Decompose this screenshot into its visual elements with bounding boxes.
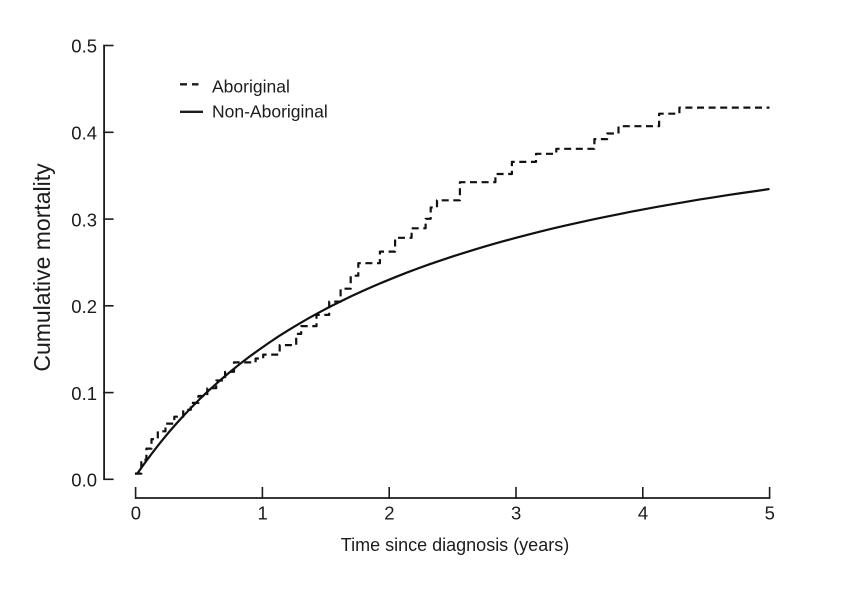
svg-text:0: 0 [131,502,141,523]
svg-text:Cumulative mortality: Cumulative mortality [29,163,55,372]
svg-text:2: 2 [384,502,394,523]
svg-text:Time since diagnosis (years): Time since diagnosis (years) [341,535,569,555]
svg-text:0.0: 0.0 [71,470,97,491]
svg-text:0.4: 0.4 [71,123,97,144]
svg-text:3: 3 [511,502,521,523]
svg-text:0.1: 0.1 [71,383,97,404]
svg-text:0.3: 0.3 [71,209,97,230]
svg-text:0.5: 0.5 [71,36,97,57]
svg-text:0.2: 0.2 [71,296,97,317]
svg-text:5: 5 [765,502,775,523]
svg-text:1: 1 [257,502,267,523]
svg-text:Aboriginal: Aboriginal [212,77,290,97]
svg-text:Non-Aboriginal: Non-Aboriginal [212,101,328,121]
svg-text:4: 4 [638,502,648,523]
